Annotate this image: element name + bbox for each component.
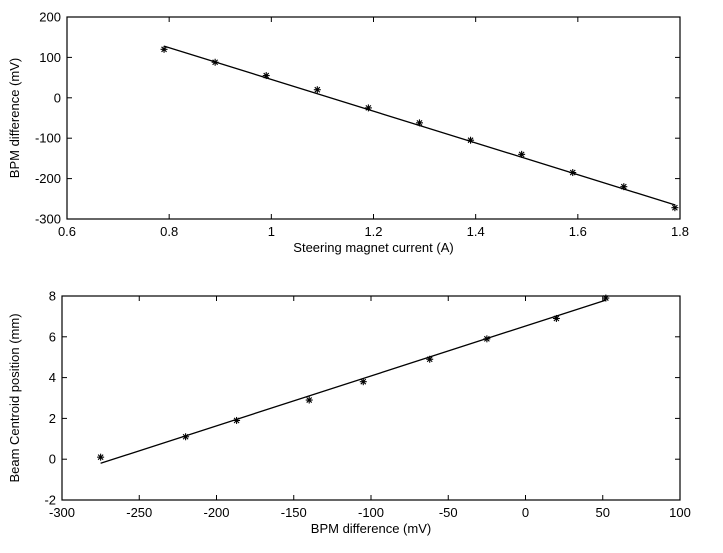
y-tick-label: 200 (39, 10, 61, 25)
chart-top-bpm-vs-current: 0.6 0.8 1 1.2 1.4 1.6 1.8 -300 -200 -100 0 100 200 St… (7, 10, 689, 256)
x-tick-label: -250 (126, 505, 152, 520)
y-tick-label: -200 (35, 171, 61, 186)
y-tick-label: 4 (49, 370, 56, 385)
data-point (364, 104, 372, 112)
x-axis-label: Steering magnet current (A) (293, 240, 453, 255)
data-point (305, 396, 313, 404)
x-tick-label: -150 (281, 505, 307, 520)
data-point (620, 183, 628, 191)
data-point (483, 335, 491, 343)
x-tick-label: 1.6 (569, 224, 587, 239)
data-point (569, 169, 577, 177)
data-point (602, 294, 610, 302)
data-point (160, 45, 168, 53)
x-tick-label: 100 (669, 505, 691, 520)
chart-bottom-centroid-vs-bpm: -300 -250 -200 -150 -100 -50 0 50 100 -2 0 2 4 6 8 BPM … (7, 289, 691, 537)
y-tick-label: -300 (35, 212, 61, 227)
x-tick-label: 50 (596, 505, 610, 520)
data-point (182, 433, 190, 441)
x-tick-label: 1.8 (671, 224, 689, 239)
y-tick-label: 2 (49, 411, 56, 426)
x-tick-label: 1.4 (467, 224, 485, 239)
y-tick-label: -2 (44, 493, 56, 508)
x-axis-label: BPM difference (mV) (311, 521, 431, 536)
y-tick-label: 6 (49, 329, 56, 344)
data-point (552, 314, 560, 322)
plot-frame (66, 16, 681, 220)
x-tick-label: 1.2 (364, 224, 382, 239)
x-tick-label: 0.8 (160, 224, 178, 239)
x-tick-label: -100 (358, 505, 384, 520)
x-tick-label: 1 (268, 224, 275, 239)
data-point (671, 204, 679, 212)
data-point (233, 416, 241, 424)
plot-frame (61, 295, 681, 501)
y-axis-label: BPM difference (mV) (7, 58, 22, 178)
data-point (262, 72, 270, 80)
data-point (518, 150, 526, 158)
y-tick-label: 0 (54, 90, 61, 105)
data-point (467, 136, 475, 144)
y-tick-label: 8 (49, 289, 56, 304)
data-point (313, 86, 321, 94)
fit-line (100, 299, 607, 464)
x-tick-label: -200 (203, 505, 229, 520)
y-tick-label: -100 (35, 131, 61, 146)
y-axis-label: Beam Centroid position (mm) (7, 313, 22, 482)
x-tick-label: -50 (439, 505, 458, 520)
x-tick-label: -300 (49, 505, 75, 520)
data-point (359, 378, 367, 386)
data-point (211, 58, 219, 66)
data-point (426, 355, 434, 363)
data-point (97, 453, 105, 461)
data-point (415, 119, 423, 127)
y-tick-label: 0 (49, 452, 56, 467)
x-tick-label: 0.6 (58, 224, 76, 239)
x-tick-label: 0 (522, 505, 529, 520)
y-tick-label: 100 (39, 50, 61, 65)
